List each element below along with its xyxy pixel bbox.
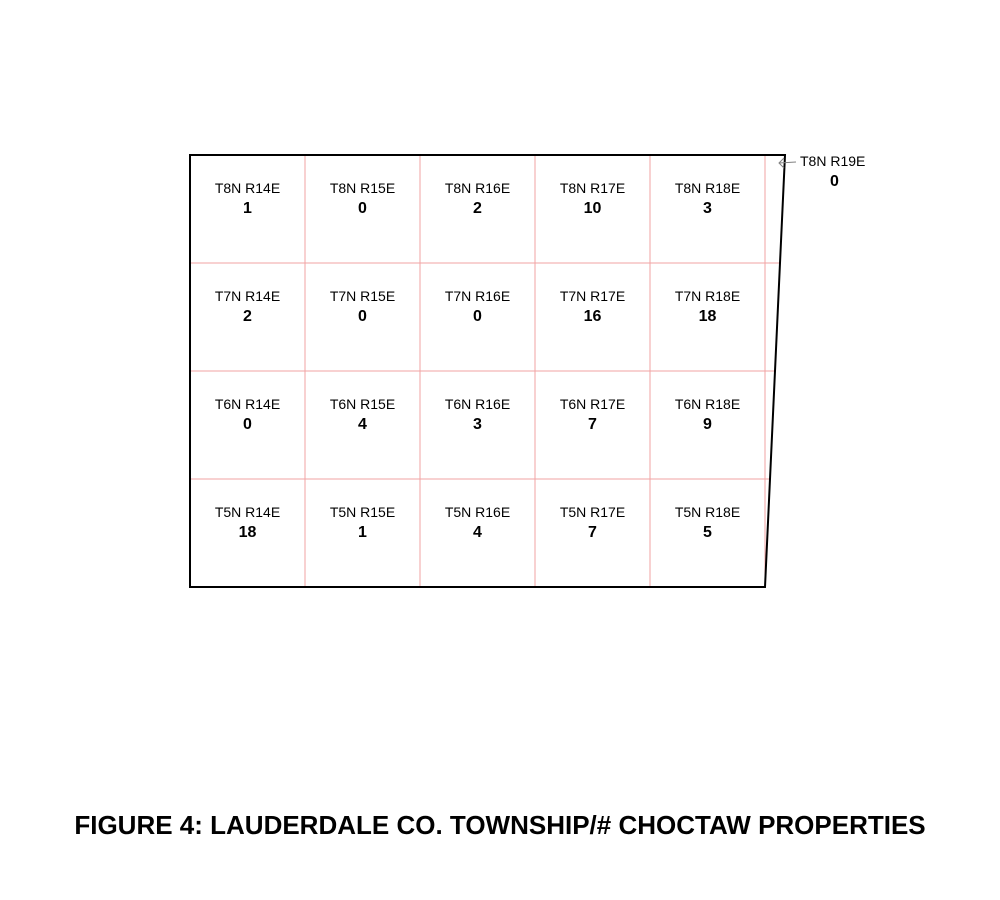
township-label: T8N R17E: [560, 180, 625, 196]
township-count: 3: [703, 200, 712, 217]
township-label: T5N R14E: [215, 504, 280, 520]
township-label: T6N R18E: [675, 396, 740, 412]
township-count: 18: [699, 308, 717, 325]
township-count: 16: [584, 308, 602, 325]
township-count: 2: [473, 200, 482, 217]
township-count: 18: [239, 524, 257, 541]
township-label: T6N R15E: [330, 396, 395, 412]
township-label: T8N R14E: [215, 180, 280, 196]
township-count: 0: [358, 200, 367, 217]
township-count: 10: [584, 200, 602, 217]
township-count: 2: [243, 308, 252, 325]
township-label: T6N R17E: [560, 396, 625, 412]
township-count: 3: [473, 416, 482, 433]
township-label: T7N R18E: [675, 288, 740, 304]
township-label: T6N R14E: [215, 396, 280, 412]
township-label: T6N R16E: [445, 396, 510, 412]
township-count: 4: [473, 524, 482, 541]
township-label: T5N R18E: [675, 504, 740, 520]
figure-caption: FIGURE 4: LAUDERDALE CO. TOWNSHIP/# CHOC…: [0, 810, 1000, 841]
township-map: T8N R14E1T8N R15E0T8N R16E2T8N R17E10T8N…: [0, 0, 1000, 760]
township-count: 0: [243, 416, 252, 433]
township-count: 7: [588, 524, 597, 541]
township-label: T7N R17E: [560, 288, 625, 304]
township-count: 7: [588, 416, 597, 433]
township-count: 4: [358, 416, 367, 433]
callout-township-label: T8N R19E: [800, 153, 865, 169]
township-count: 1: [243, 200, 252, 217]
township-label: T8N R16E: [445, 180, 510, 196]
township-count: 1: [358, 524, 367, 541]
township-label: T8N R15E: [330, 180, 395, 196]
township-label: T8N R18E: [675, 180, 740, 196]
callout-township-count: 0: [830, 173, 839, 190]
township-label: T7N R16E: [445, 288, 510, 304]
township-label: T5N R16E: [445, 504, 510, 520]
township-count: 0: [473, 308, 482, 325]
township-label: T5N R17E: [560, 504, 625, 520]
township-count: 5: [703, 524, 712, 541]
township-count: 9: [703, 416, 712, 433]
township-label: T5N R15E: [330, 504, 395, 520]
township-count: 0: [358, 308, 367, 325]
figure-canvas: T8N R14E1T8N R15E0T8N R16E2T8N R17E10T8N…: [0, 0, 1000, 900]
township-label: T7N R15E: [330, 288, 395, 304]
township-label: T7N R14E: [215, 288, 280, 304]
